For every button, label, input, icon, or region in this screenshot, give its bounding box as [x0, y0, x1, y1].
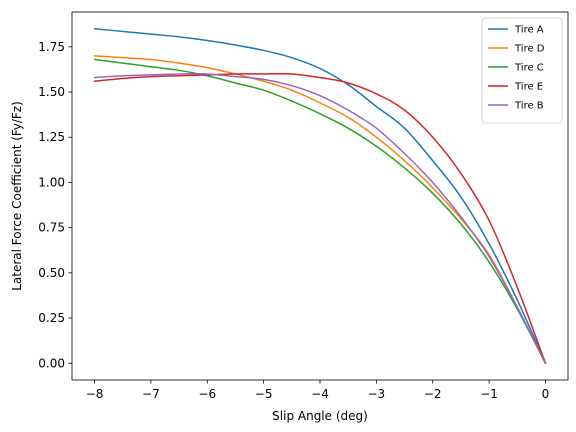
- legend-box: [481, 17, 563, 124]
- x-tick-label: −4: [311, 387, 329, 401]
- y-tick-label: 1.00: [38, 175, 65, 189]
- legend-label: Tire D: [514, 44, 545, 55]
- y-axis-title: Lateral Force Coefficient (Fy/Fz): [10, 101, 24, 291]
- x-tick-label: −1: [480, 387, 498, 401]
- series-line-tire-c: [93, 58, 547, 365]
- series-line-tire-b: [93, 72, 547, 365]
- legend-label: Tire B: [514, 101, 544, 112]
- x-tick-label: −5: [255, 387, 273, 401]
- y-tick-label: 1.75: [38, 40, 65, 54]
- x-tick-label: −3: [368, 387, 386, 401]
- y-tick-label: 0.00: [38, 356, 65, 370]
- y-tick-label: 0.75: [38, 221, 65, 235]
- y-tick-label: 0.25: [38, 311, 65, 325]
- x-axis-ticks: −8 −7 −6 −5 −4 −3 −2 −1 0: [86, 380, 550, 401]
- x-tick-label: −8: [86, 387, 104, 401]
- x-tick-label: −7: [142, 387, 160, 401]
- series-line-tire-a: [93, 27, 547, 365]
- x-tick-label: −6: [198, 387, 216, 401]
- series-lines-layer: [93, 27, 547, 365]
- legend-label: Tire A: [514, 25, 544, 36]
- y-tick-label: 0.50: [38, 266, 65, 280]
- x-tick-label: −2: [424, 387, 442, 401]
- legend-label: Tire E: [514, 82, 543, 93]
- y-tick-label: 1.25: [38, 130, 65, 144]
- series-line-tire-e: [93, 72, 547, 365]
- y-tick-label: 1.50: [38, 85, 65, 99]
- legend: Tire A Tire D Tire C Tire E Tire B: [481, 17, 563, 124]
- y-axis-ticks: 0.00 0.25 0.50 0.75 1.00 1.25 1.50 1.75: [38, 40, 72, 370]
- x-axis-title: Slip Angle (deg): [272, 409, 368, 423]
- x-tick-label: 0: [542, 387, 550, 401]
- legend-label: Tire C: [514, 63, 544, 74]
